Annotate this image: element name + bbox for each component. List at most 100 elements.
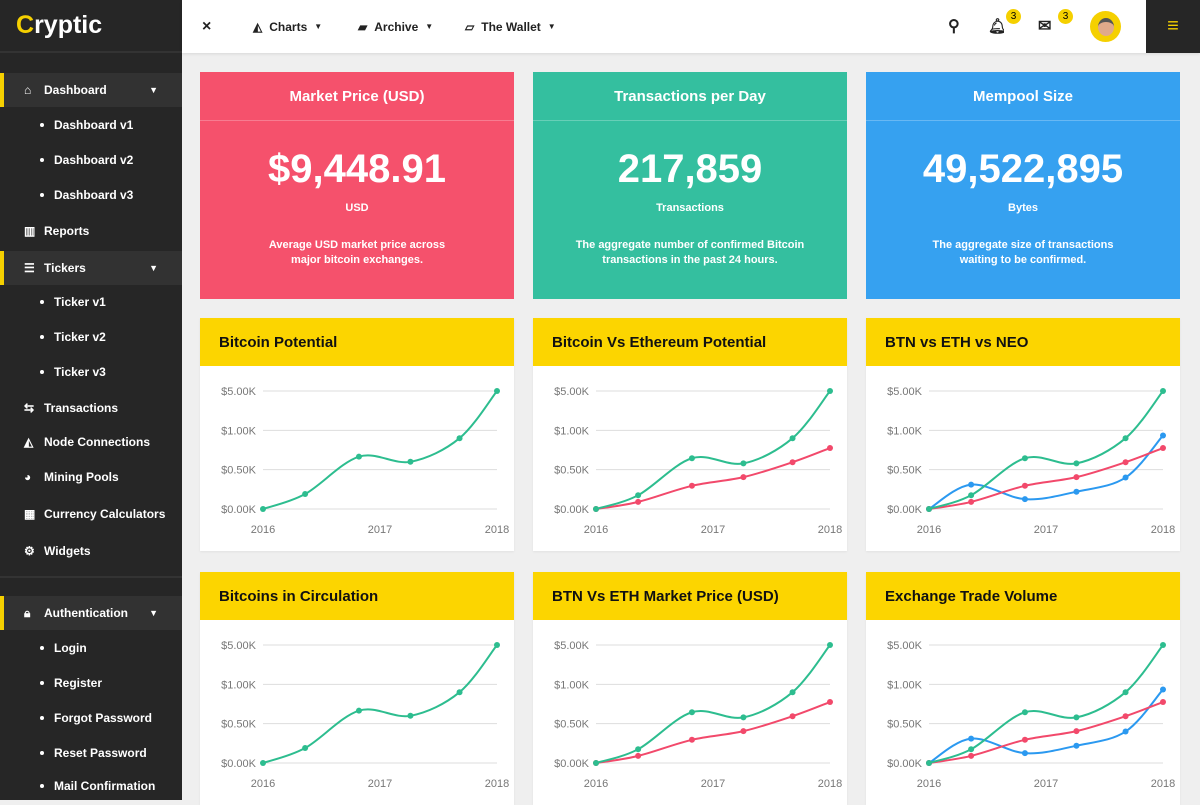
sidebar-item-authentication[interactable]: 🔒︎ Authentication ▼: [0, 596, 182, 630]
data-point-red: [740, 728, 747, 735]
data-point-green: [1073, 460, 1080, 467]
avatar-face: [1097, 17, 1114, 36]
chart-card: BTN vs ETH vs NEO $0.00K $0.50K $1.00K $5.00…: [866, 318, 1180, 551]
charts-menu[interactable]: ◭ Charts ▼: [253, 0, 322, 53]
wallet-menu[interactable]: ▱ The Wallet ▼: [465, 0, 556, 53]
data-point-green: [740, 460, 747, 467]
data-point-green: [593, 760, 599, 766]
sidebar-item-label: Mining Pools: [44, 470, 119, 484]
stat-title: Transactions per Day: [533, 72, 847, 121]
series-line-blue: [928, 434, 1164, 510]
bullet-icon: [40, 193, 44, 197]
search-button[interactable]: ⚲: [948, 0, 964, 53]
x-tick-label: 2017: [1034, 524, 1058, 536]
sidebar-item-label: Reports: [44, 224, 90, 238]
stat-card-market-price: Market Price (USD) $9,448.91 USD Average…: [200, 72, 514, 299]
sidebar-item-ticker-v3[interactable]: Ticker v3: [0, 355, 182, 389]
series-line-green: [595, 644, 831, 764]
x-tick-label: 2016: [584, 524, 608, 536]
data-point-green: [494, 388, 500, 394]
data-point-red: [635, 752, 642, 759]
sidebar-item-ticker-v1[interactable]: Ticker v1: [0, 285, 182, 319]
series-line-green: [928, 644, 1164, 764]
data-point-red: [1021, 482, 1028, 489]
lock-icon: 🔒︎: [24, 605, 31, 620]
sidebar-item-dashboard[interactable]: ⌂ Dashboard ▼: [0, 73, 182, 107]
series-line-red: [595, 701, 831, 764]
series-line-green: [262, 390, 498, 510]
y-tick-label: $5.00K: [887, 640, 923, 652]
data-point-green: [926, 506, 932, 512]
menu-label: The Wallet: [481, 19, 541, 34]
data-point-green: [926, 760, 932, 766]
messages-button[interactable]: ✉: [1038, 0, 1056, 53]
data-point-green: [968, 492, 975, 499]
data-point-green: [302, 491, 309, 498]
data-point-red: [1073, 474, 1080, 481]
sidebar-item-register[interactable]: Register: [0, 666, 182, 700]
calculator-icon: ▦: [24, 507, 36, 521]
x-tick-label: 2017: [368, 778, 392, 790]
sidebar-item-tickers[interactable]: ☰ Tickers ▼: [0, 251, 182, 285]
data-point-blue: [1073, 488, 1080, 495]
data-point-red: [688, 736, 695, 743]
data-point-green: [827, 388, 833, 394]
sidebar-item-login[interactable]: Login: [0, 631, 182, 665]
chart-title: Exchange Trade Volume: [866, 572, 1180, 620]
sidebar-item-dashboard-v3[interactable]: Dashboard v3: [0, 178, 182, 212]
data-point-green: [260, 760, 266, 766]
bullet-icon: [40, 784, 44, 788]
sidebar-item-dashboard-v2[interactable]: Dashboard v2: [0, 143, 182, 177]
y-tick-label: $1.00K: [887, 425, 923, 437]
sliders-icon: ☰: [24, 261, 35, 275]
sidebar-item-widgets[interactable]: ⚙ Widgets: [0, 534, 182, 568]
avatar[interactable]: [1090, 11, 1121, 42]
y-tick-label: $1.00K: [554, 425, 590, 437]
bullet-icon: [40, 335, 44, 339]
chart-card: Bitcoins in Circulation $0.00K $0.50K $1.00…: [200, 572, 514, 805]
y-tick-label: $0.50K: [554, 719, 590, 731]
line-chart: $0.00K $0.50K $1.00K $5.00K 2016 2017 2018: [554, 386, 842, 536]
stat-card-transactions: Transactions per Day 217,859 Transaction…: [533, 72, 847, 299]
data-point-green: [355, 707, 362, 714]
data-point-blue: [1122, 474, 1129, 481]
data-point-green: [1073, 714, 1080, 721]
sidebar-item-mining-pools[interactable]: ◕ Mining Pools: [0, 460, 182, 494]
bullet-icon: [40, 123, 44, 127]
archive-menu[interactable]: ▰ Archive ▼: [358, 0, 433, 53]
sidebar-item-label: Tickers: [44, 261, 86, 275]
sidebar-item-forgot-password[interactable]: Forgot Password: [0, 701, 182, 735]
stat-title: Mempool Size: [866, 72, 1180, 121]
bullet-icon: [40, 370, 44, 374]
sidebar-item-label: Forgot Password: [54, 711, 153, 725]
chart-card: BTN Vs ETH Market Price (USD) $0.00K $0.50…: [533, 572, 847, 805]
sidebar-item-dashboard-v1[interactable]: Dashboard v1: [0, 108, 182, 142]
data-point-green: [789, 435, 796, 442]
series-line-green: [928, 390, 1164, 510]
close-button[interactable]: ×: [202, 17, 212, 35]
series-line-green: [595, 390, 831, 510]
sidebar-item-ticker-v2[interactable]: Ticker v2: [0, 320, 182, 354]
y-tick-label: $5.00K: [554, 640, 590, 652]
search-icon: ⚲: [948, 17, 960, 35]
sidebar-item-label: Mail Confirmation: [54, 779, 156, 793]
data-point-red: [740, 474, 747, 481]
stat-description: The aggregate size of transactions waiti…: [932, 239, 1114, 266]
sidebar-item-transactions[interactable]: ⇆ Transactions: [0, 391, 182, 425]
sidebar-item-label: Ticker v1: [54, 295, 106, 309]
notifications-button[interactable]: 🔔︎: [988, 0, 1004, 53]
sidebar-item-currency-calculators[interactable]: ▦ Currency Calculators: [0, 497, 182, 531]
sidebar-item-mail-confirmation[interactable]: Mail Confirmation: [0, 769, 182, 803]
sidebar-item-reset-password[interactable]: Reset Password: [0, 736, 182, 770]
exchange-icon: ⇆: [24, 401, 35, 415]
sidebar-item-reports[interactable]: ▥ Reports: [0, 214, 182, 248]
line-chart: $0.00K $0.50K $1.00K $5.00K 2016 2017 2018: [221, 386, 509, 536]
menu-toggle-button[interactable]: ≡: [1146, 0, 1200, 53]
y-tick-label: $5.00K: [887, 386, 923, 398]
y-tick-label: $0.00K: [887, 758, 923, 770]
notifications-badge: 3: [1006, 9, 1021, 24]
x-tick-label: 2016: [917, 778, 941, 790]
sidebar-item-node-connections[interactable]: ◭ Node Connections: [0, 425, 182, 459]
y-tick-label: $1.00K: [554, 679, 590, 691]
